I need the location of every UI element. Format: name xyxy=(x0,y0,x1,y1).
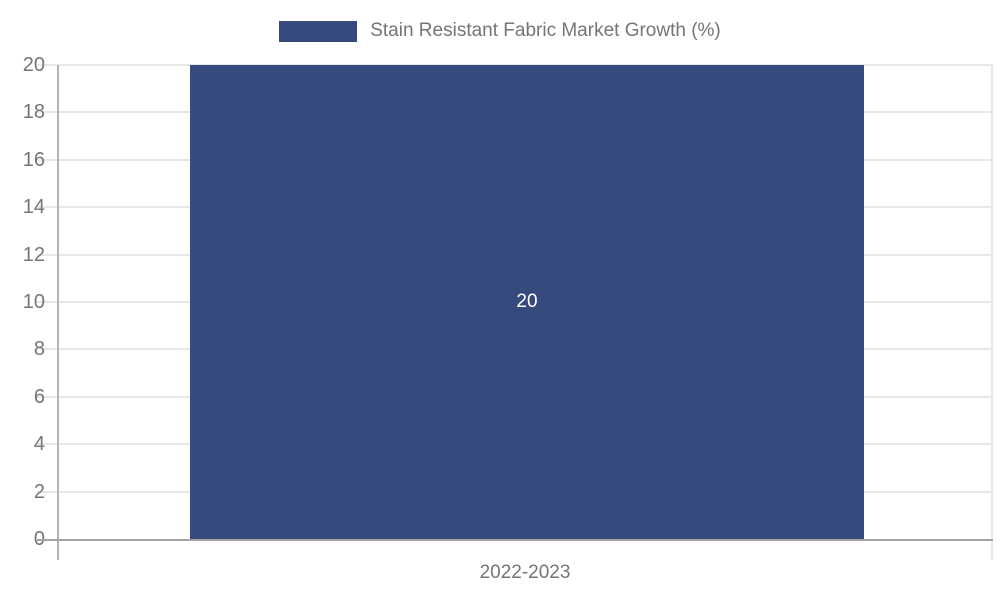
y-axis-tick-label: 18 xyxy=(22,101,45,124)
y-axis-tick-label: 6 xyxy=(33,385,45,408)
y-axis-tick-label: 2 xyxy=(33,480,45,503)
bar-value-label: 20 xyxy=(516,291,538,312)
legend-label: Stain Resistant Fabric Market Growth (%) xyxy=(370,20,721,41)
y-axis-tick-label: 4 xyxy=(33,433,45,456)
y-axis-line xyxy=(57,65,59,560)
bar[interactable]: 20 xyxy=(190,65,864,539)
y-axis-tick-label: 14 xyxy=(22,196,45,219)
chart-legend[interactable]: Stain Resistant Fabric Market Growth (%) xyxy=(0,20,1000,42)
x-axis-line xyxy=(37,539,993,541)
y-axis-tick-label: 16 xyxy=(22,148,45,171)
y-axis-tick-label: 20 xyxy=(22,54,45,76)
legend-color-swatch xyxy=(279,20,358,42)
plot-right-border xyxy=(991,65,993,560)
y-axis-tick-label: 12 xyxy=(22,243,45,266)
x-axis-category-label: 2022-2023 xyxy=(479,562,571,583)
y-axis-tick-label: 10 xyxy=(22,291,45,313)
y-axis-tick-label: 8 xyxy=(33,338,45,361)
